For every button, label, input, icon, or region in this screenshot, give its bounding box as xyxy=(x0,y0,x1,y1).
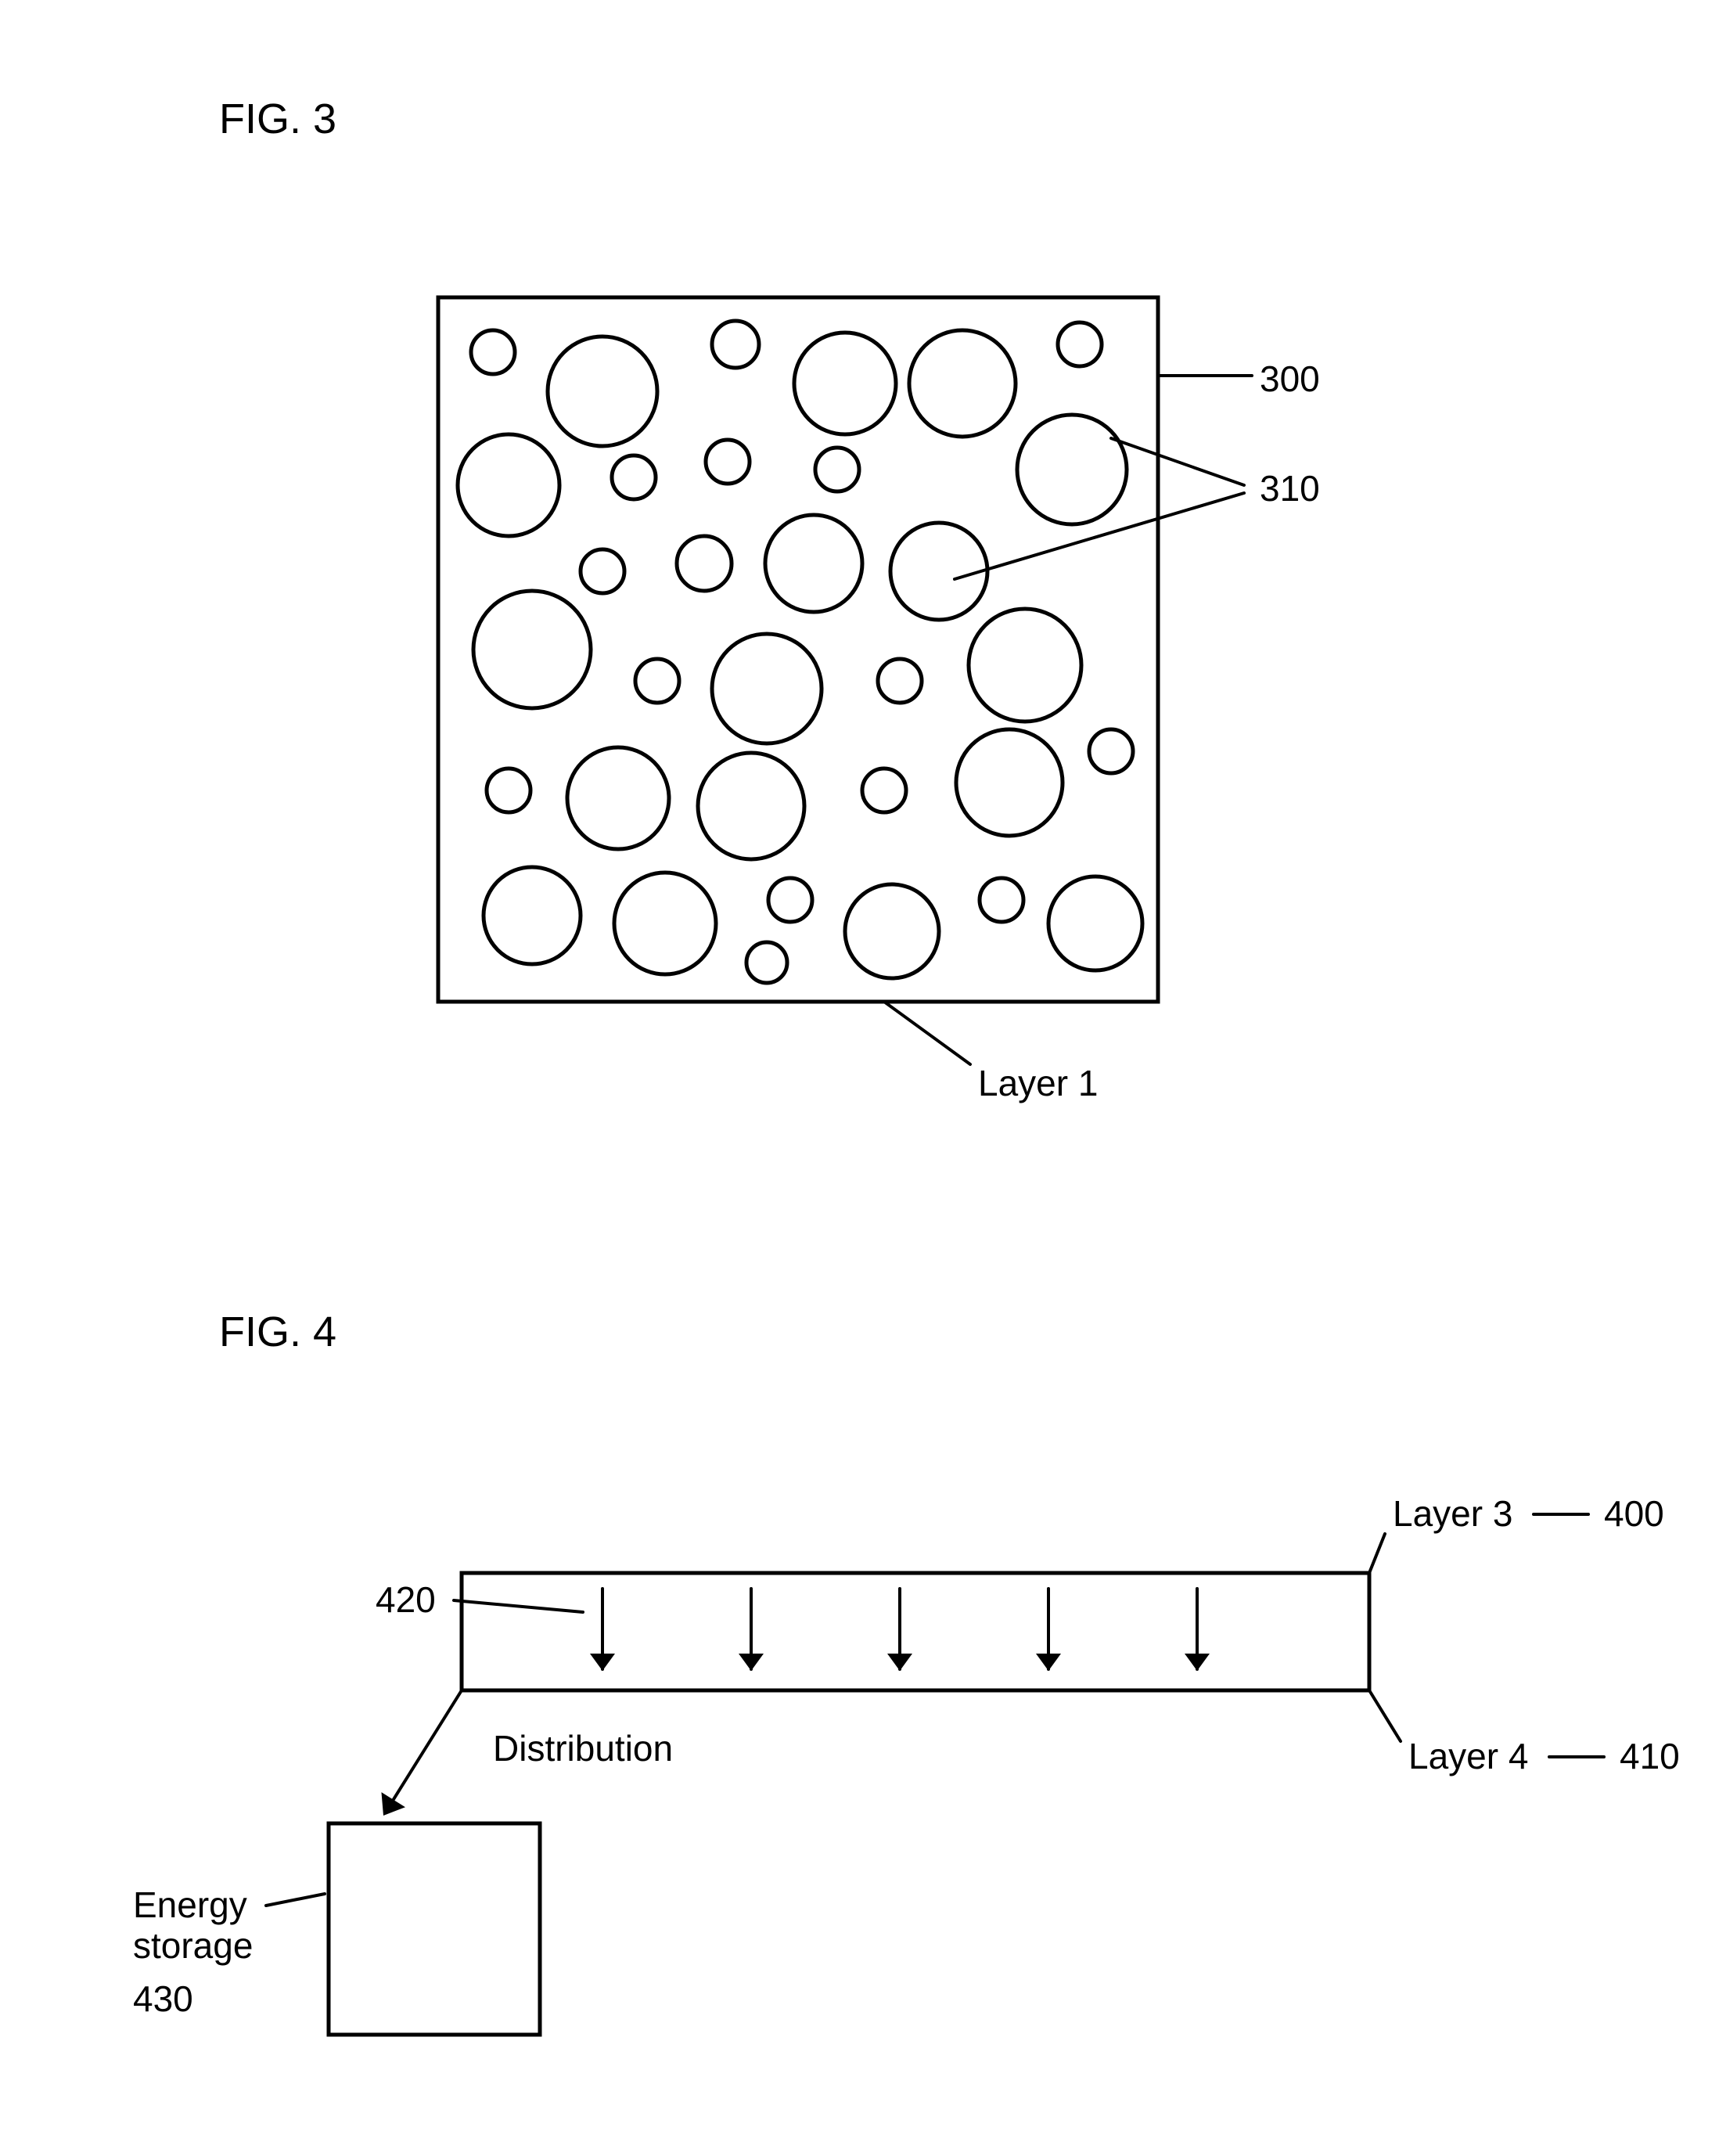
fig4-energy-label-2: storage xyxy=(133,1925,253,1966)
fig4-distribution-label: Distribution xyxy=(493,1728,673,1769)
fig4-ref-410: 410 xyxy=(1620,1736,1680,1776)
fig3-ref-310: 310 xyxy=(1260,468,1320,509)
fig3-layer1-label: Layer 1 xyxy=(978,1063,1098,1103)
fig4-energy-label-1: Energy xyxy=(133,1884,247,1925)
fig3-title: FIG. 3 xyxy=(219,95,336,142)
fig3-ref-300: 300 xyxy=(1260,358,1320,399)
fig4-layer4-label: Layer 4 xyxy=(1408,1736,1528,1776)
fig4-title: FIG. 4 xyxy=(219,1308,336,1355)
diagram-canvas: FIG. 3 Layer 1 300 310 FIG. 4 420 Layer 3 400 La… xyxy=(0,0,1719,2156)
fig4-ref-400: 400 xyxy=(1604,1493,1664,1534)
fig4-ref-420: 420 xyxy=(376,1579,436,1620)
fig4-ref-430: 430 xyxy=(133,1978,193,2019)
fig4-layer3-label: Layer 3 xyxy=(1393,1493,1512,1534)
